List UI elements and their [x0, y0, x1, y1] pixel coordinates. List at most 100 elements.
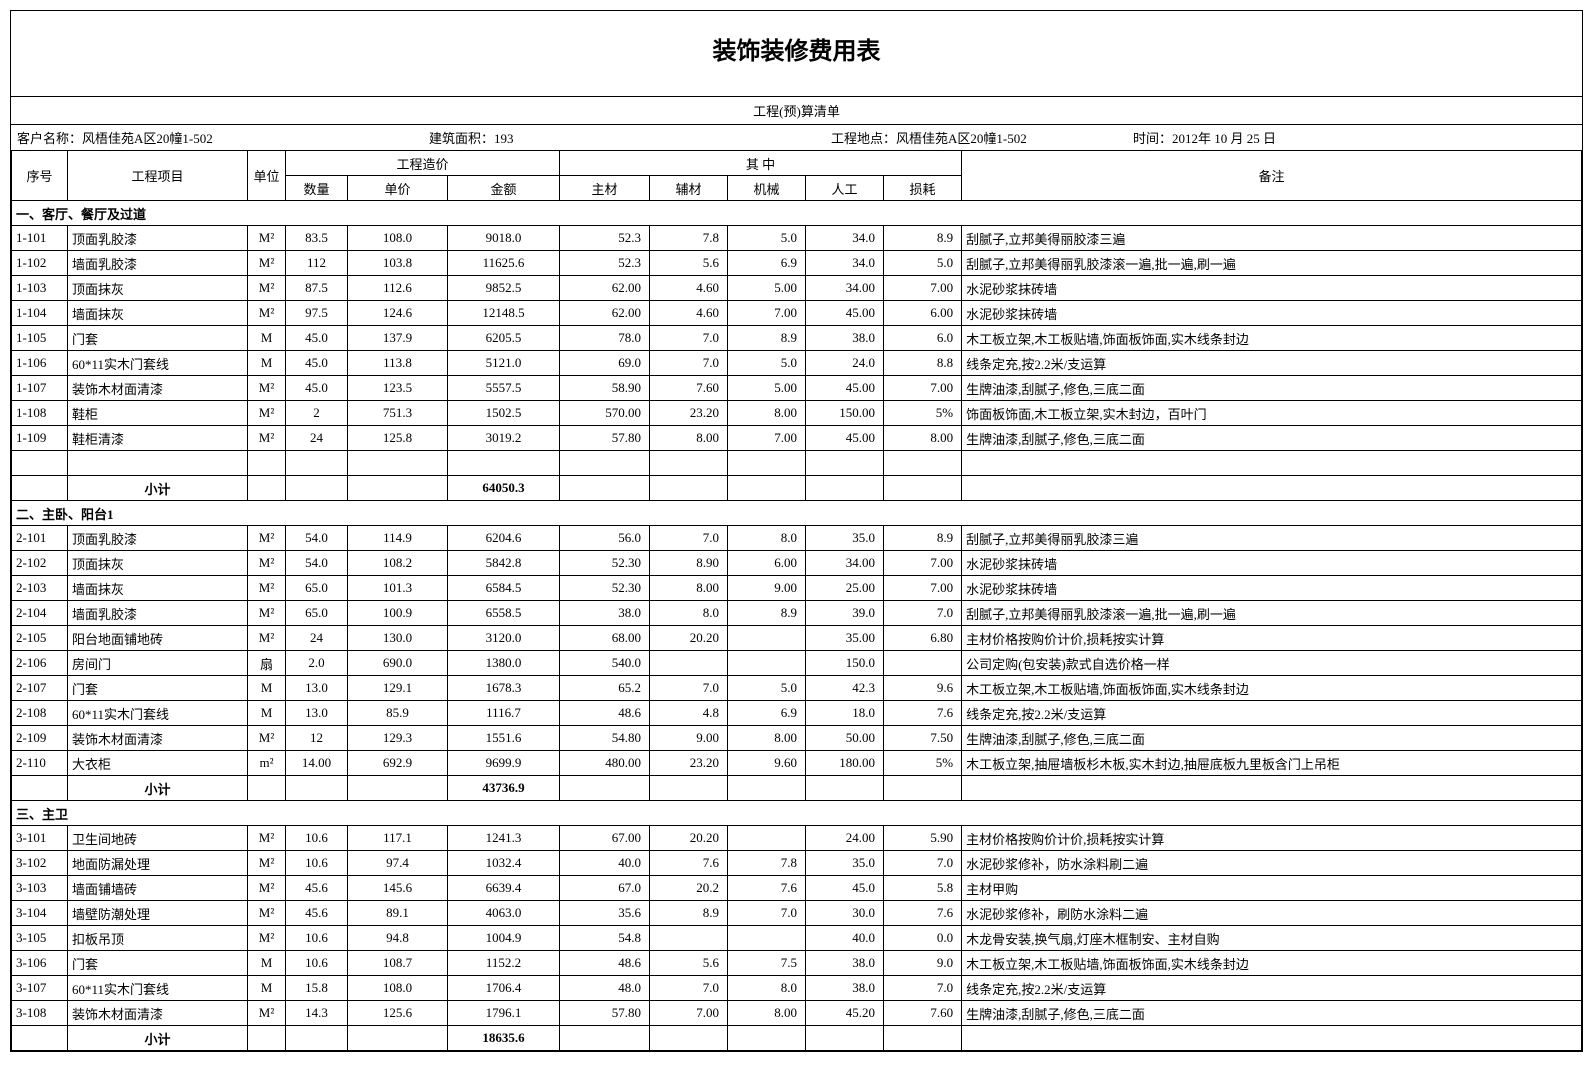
cell-main: 38.0 — [560, 601, 650, 626]
subtotal-cell — [560, 1026, 650, 1051]
cell-main: 62.00 — [560, 276, 650, 301]
cell-seq: 3-108 — [12, 1001, 68, 1026]
blank-row — [12, 451, 1582, 476]
cell-note: 木龙骨安装,换气扇,灯座木框制安、主材自购 — [962, 926, 1582, 951]
cell-unit: m² — [248, 751, 286, 776]
table-row: 2-104墙面乳胶漆M²65.0100.96558.538.08.08.939.… — [12, 601, 1582, 626]
cell-unit: M² — [248, 426, 286, 451]
subtotal-cell — [560, 476, 650, 501]
cell-labor: 180.00 — [806, 751, 884, 776]
subtotal-row: 小计43736.9 — [12, 776, 1582, 801]
cell-seq: 1-103 — [12, 276, 68, 301]
cell-qty: 10.6 — [286, 926, 348, 951]
cell-loss: 7.60 — [884, 1001, 962, 1026]
subtotal-cell — [650, 476, 728, 501]
subtotal-cell — [286, 476, 348, 501]
cell-item: 卫生间地砖 — [68, 826, 248, 851]
cell-labor: 34.00 — [806, 551, 884, 576]
cell-seq: 1-109 — [12, 426, 68, 451]
cell-mach — [728, 651, 806, 676]
cell-main: 48.6 — [560, 951, 650, 976]
cell-unit: M² — [248, 1001, 286, 1026]
meta-location-value: 风梧佳苑A区20幢1-502 — [896, 131, 1027, 146]
cell-main: 48.6 — [560, 701, 650, 726]
cell-aux — [650, 926, 728, 951]
cell-loss: 5% — [884, 401, 962, 426]
table-row: 3-106门套M10.6108.71152.248.65.67.538.09.0… — [12, 951, 1582, 976]
meta-area-value: 193 — [494, 131, 514, 146]
cell-item: 墙面乳胶漆 — [68, 601, 248, 626]
hdr-price: 单价 — [348, 176, 448, 201]
table-row: 2-107门套M13.0129.11678.365.27.05.042.39.6… — [12, 676, 1582, 701]
table-row: 3-101卫生间地砖M²10.6117.11241.367.0020.2024.… — [12, 826, 1582, 851]
cell-qty: 10.6 — [286, 951, 348, 976]
cell-qty: 12 — [286, 726, 348, 751]
cell-mach: 7.00 — [728, 426, 806, 451]
blank-cell — [728, 451, 806, 476]
cell-main: 58.90 — [560, 376, 650, 401]
cell-item: 墙面抹灰 — [68, 301, 248, 326]
cell-aux: 20.20 — [650, 626, 728, 651]
cell-aux — [650, 651, 728, 676]
cell-seq: 3-105 — [12, 926, 68, 951]
table-row: 1-109鞋柜清漆M²24125.83019.257.808.007.0045.… — [12, 426, 1582, 451]
cell-unit: M² — [248, 401, 286, 426]
subtotal-cell — [560, 776, 650, 801]
subtotal-cell — [348, 476, 448, 501]
cell-mach: 8.0 — [728, 526, 806, 551]
cell-seq: 3-107 — [12, 976, 68, 1001]
cell-labor: 50.00 — [806, 726, 884, 751]
cell-loss: 6.00 — [884, 301, 962, 326]
cell-main: 67.0 — [560, 876, 650, 901]
blank-cell — [12, 451, 68, 476]
cell-mach: 7.8 — [728, 851, 806, 876]
cell-aux: 7.0 — [650, 676, 728, 701]
cell-amount: 11625.6 — [448, 251, 560, 276]
cell-main: 52.30 — [560, 551, 650, 576]
cell-mach — [728, 626, 806, 651]
cell-mach: 5.0 — [728, 351, 806, 376]
cell-note: 线条定充,按2.2米/支运算 — [962, 701, 1582, 726]
cell-loss: 7.0 — [884, 976, 962, 1001]
cell-labor: 45.00 — [806, 426, 884, 451]
cell-price: 89.1 — [348, 901, 448, 926]
section-heading-row: 二、主卧、阳台1 — [12, 501, 1582, 526]
blank-cell — [806, 451, 884, 476]
cell-mach: 8.9 — [728, 601, 806, 626]
cell-unit: M — [248, 676, 286, 701]
cell-seq: 2-101 — [12, 526, 68, 551]
cell-amount: 5557.5 — [448, 376, 560, 401]
cell-mach: 9.00 — [728, 576, 806, 601]
cell-amount: 9852.5 — [448, 276, 560, 301]
subtotal-row: 小计18635.6 — [12, 1026, 1582, 1051]
cell-price: 114.9 — [348, 526, 448, 551]
cell-mach: 8.0 — [728, 976, 806, 1001]
cell-main: 540.0 — [560, 651, 650, 676]
cell-aux: 9.00 — [650, 726, 728, 751]
cell-main: 52.3 — [560, 251, 650, 276]
cell-aux: 7.0 — [650, 326, 728, 351]
cell-item: 顶面乳胶漆 — [68, 526, 248, 551]
meta-date: 时间：2012年 10 月 25 日 — [1127, 125, 1582, 150]
table-row: 2-103墙面抹灰M²65.0101.36584.552.308.009.002… — [12, 576, 1582, 601]
subtotal-cell — [286, 1026, 348, 1051]
subtotal-cell — [962, 776, 1582, 801]
cell-main: 69.0 — [560, 351, 650, 376]
hdr-labor: 人工 — [806, 176, 884, 201]
cell-item: 顶面抹灰 — [68, 551, 248, 576]
cell-price: 97.4 — [348, 851, 448, 876]
meta-location: 工程地点：风梧佳苑A区20幢1-502 — [825, 125, 1127, 150]
cell-note: 刮腻子,立邦美得丽乳胶漆滚一遍,批一遍,刷一遍 — [962, 601, 1582, 626]
cell-labor: 45.00 — [806, 376, 884, 401]
cell-item: 鞋柜 — [68, 401, 248, 426]
cell-loss: 7.00 — [884, 376, 962, 401]
hdr-loss: 损耗 — [884, 176, 962, 201]
cell-aux: 8.00 — [650, 426, 728, 451]
cell-loss: 6.0 — [884, 326, 962, 351]
subtotal-label: 小计 — [68, 476, 248, 501]
cell-main: 52.3 — [560, 226, 650, 251]
cell-loss: 6.80 — [884, 626, 962, 651]
subtotal-cell — [12, 476, 68, 501]
cell-qty: 13.0 — [286, 676, 348, 701]
cell-labor: 24.00 — [806, 826, 884, 851]
